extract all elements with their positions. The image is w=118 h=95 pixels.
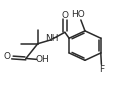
Text: F: F — [99, 65, 105, 74]
Text: NH: NH — [45, 34, 59, 43]
Text: OH: OH — [35, 55, 49, 64]
Text: O: O — [4, 52, 11, 61]
Text: O: O — [61, 11, 68, 20]
Text: HO: HO — [71, 10, 85, 19]
